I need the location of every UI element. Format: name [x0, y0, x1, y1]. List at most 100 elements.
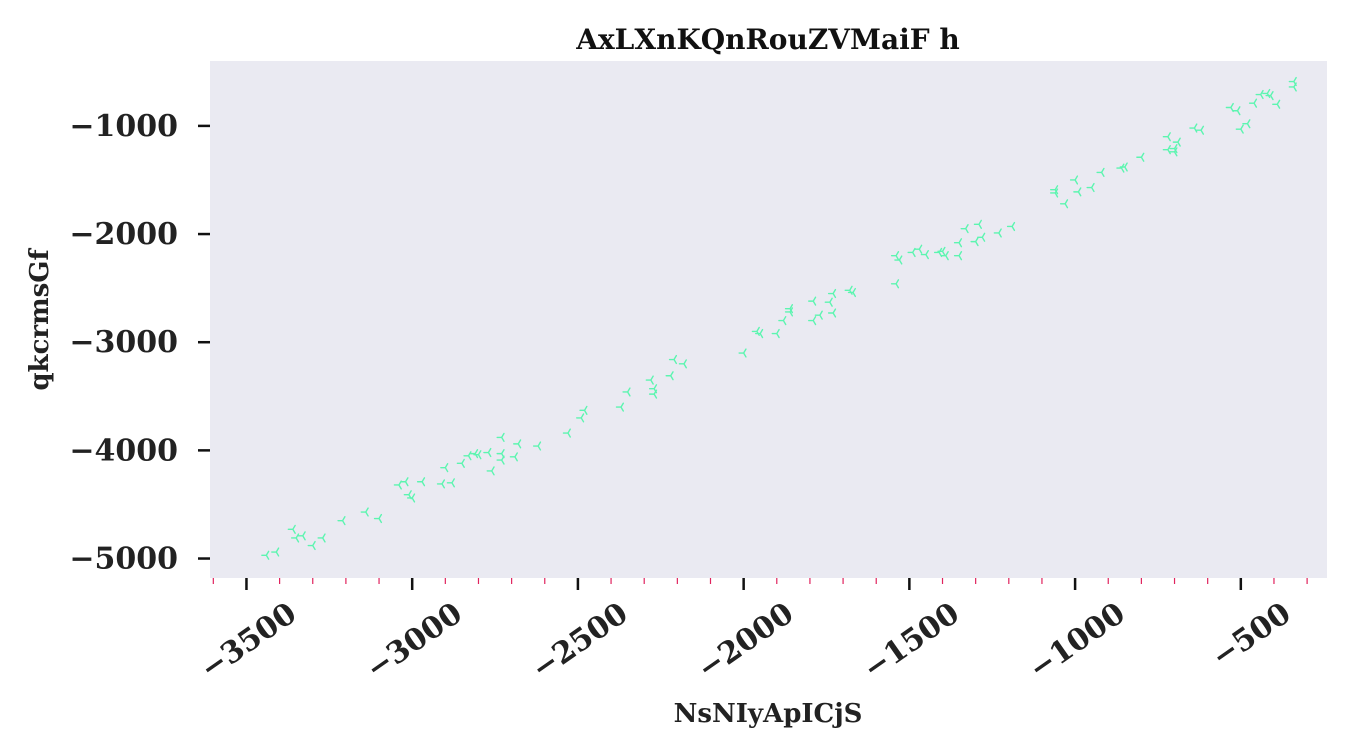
data-point [827, 308, 837, 318]
data-point [290, 533, 300, 543]
data-point [1242, 119, 1251, 129]
x-axis-label: NsNIyApICjS [674, 699, 863, 729]
data-point [960, 224, 969, 234]
data-point [953, 238, 963, 248]
data-point [914, 244, 923, 254]
y-tick-label: −4000 [69, 433, 178, 468]
y-tick-label: −1000 [69, 109, 178, 144]
data-point [940, 251, 949, 261]
data-point [973, 219, 982, 229]
data-point [1255, 89, 1264, 100]
data-point [1086, 182, 1095, 193]
y-tick-label: −3000 [69, 325, 178, 360]
data-point [486, 466, 495, 476]
data-point [337, 516, 346, 526]
data-point [953, 251, 963, 261]
data-point [360, 507, 369, 517]
data-point [1069, 175, 1079, 185]
data-point [1162, 132, 1171, 142]
data-point [440, 463, 449, 473]
data-point [1235, 124, 1244, 134]
data-point [463, 451, 472, 461]
data-point [513, 439, 522, 449]
data-point [622, 387, 631, 397]
data-point [1195, 125, 1205, 135]
data-point [1136, 152, 1145, 162]
data-point [993, 228, 1002, 238]
data-point [261, 550, 270, 560]
data-point [416, 477, 426, 487]
y-axis-label: qkcrmsGf [25, 248, 55, 391]
data-point [771, 328, 780, 339]
data-point [1096, 167, 1105, 178]
data-point [496, 432, 505, 442]
data-point [778, 315, 787, 326]
chart-title: AxLXnKQnRouZVMaiF h [575, 23, 960, 56]
data-point [473, 450, 482, 460]
x-tick-label: −1000 [1023, 596, 1132, 687]
data-point [808, 315, 817, 326]
x-tick-label: −3000 [360, 596, 469, 687]
data-point [1006, 221, 1016, 232]
data-point [1059, 199, 1069, 209]
data-point [496, 455, 505, 465]
data-point [509, 452, 518, 462]
data-point [1050, 185, 1059, 195]
data-point [937, 246, 946, 256]
data-point [576, 413, 585, 423]
data-point [814, 310, 823, 320]
data-point [977, 232, 986, 242]
data-point [784, 307, 794, 317]
y-tick-label: −5000 [69, 542, 178, 577]
data-point [271, 547, 280, 557]
data-point [1265, 91, 1274, 101]
data-point [1232, 106, 1241, 116]
data-point [1248, 98, 1258, 108]
data-point [1073, 187, 1082, 197]
data-point [483, 447, 492, 458]
data-point [1189, 123, 1198, 133]
data-point [1288, 76, 1297, 87]
data-point [648, 384, 658, 394]
data-points [261, 76, 1297, 560]
data-point [373, 513, 383, 524]
data-point [755, 328, 764, 339]
x-tick-label: −500 [1205, 596, 1297, 675]
data-point [562, 428, 571, 438]
data-point [665, 371, 674, 381]
data-point [1172, 137, 1181, 147]
x-tick-label: −2500 [525, 596, 634, 687]
data-point [436, 479, 446, 489]
data-point [1119, 162, 1128, 172]
data-point [1162, 145, 1171, 155]
data-point [297, 531, 306, 541]
x-tick-label: −1500 [857, 596, 966, 687]
data-point [738, 348, 747, 358]
data-point [456, 458, 465, 468]
data-point [446, 478, 455, 488]
data-point [307, 540, 316, 551]
axis-major-ticks [198, 124, 1243, 590]
data-point [317, 533, 326, 543]
data-point [894, 255, 903, 265]
data-point [808, 296, 817, 306]
data-point [668, 354, 678, 365]
data-point [890, 279, 900, 289]
y-tick-label: −2000 [69, 217, 178, 252]
data-point [645, 375, 654, 385]
data-point [890, 251, 900, 261]
data-point [287, 524, 296, 534]
data-point [1272, 99, 1281, 109]
x-minor-ticks [212, 578, 1308, 584]
x-tick-label: −2000 [691, 596, 800, 687]
data-point [532, 441, 542, 451]
data-point [970, 237, 979, 247]
data-point [920, 250, 929, 260]
data-point [400, 477, 409, 487]
data-point [824, 297, 833, 307]
data-point [1169, 144, 1178, 154]
data-point [827, 288, 837, 299]
data-point [678, 359, 687, 369]
data-point [406, 493, 416, 503]
